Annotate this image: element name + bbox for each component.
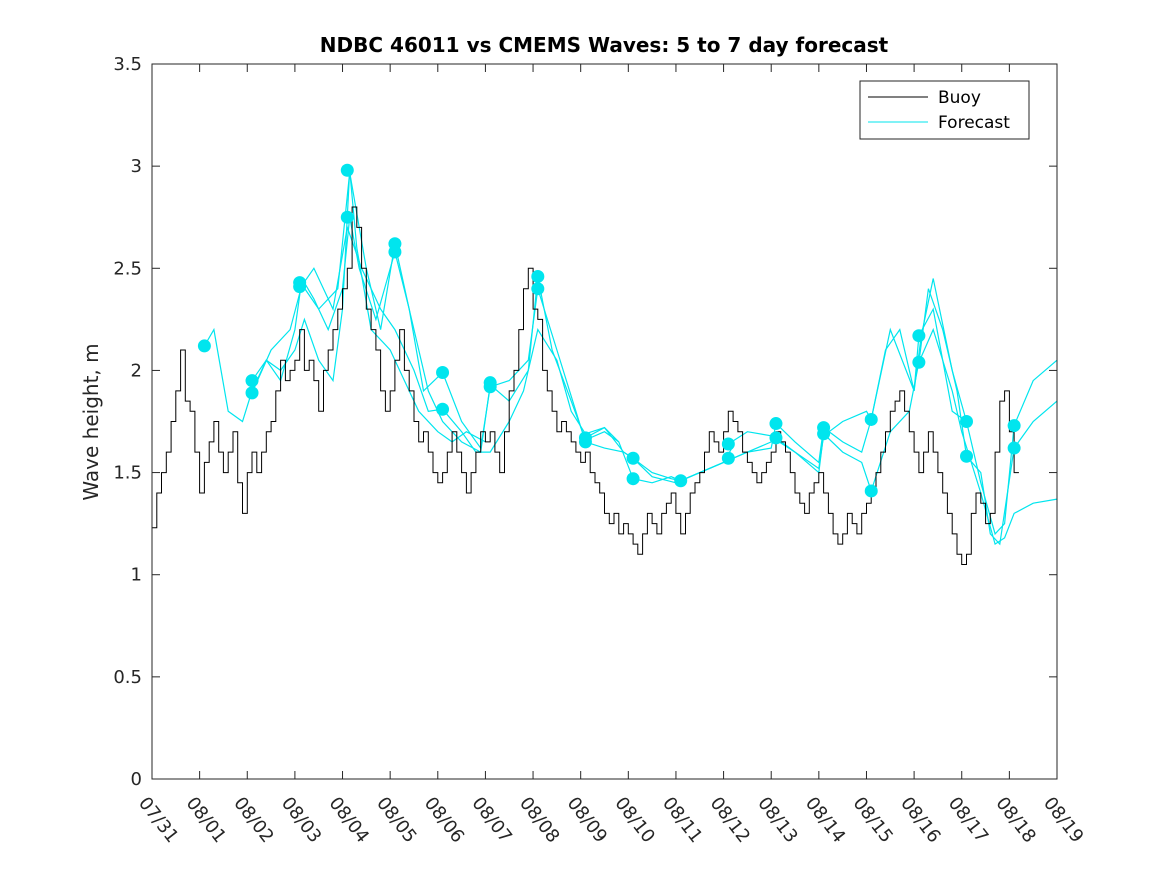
forecast-start-marker — [1007, 441, 1021, 455]
legend-label-buoy: Buoy — [938, 88, 981, 108]
x-tick-label: 08/10 — [610, 793, 658, 847]
x-tick-label: 08/14 — [801, 793, 849, 847]
forecast-line — [251, 172, 734, 484]
forecast-start-marker — [769, 417, 783, 431]
y-tick-label: 3.5 — [113, 54, 142, 75]
legend-label-forecast: Forecast — [938, 113, 1010, 133]
forecast-start-marker — [245, 374, 259, 388]
forecast-start-marker — [436, 402, 450, 416]
x-tick-label: 08/16 — [896, 793, 944, 847]
x-tick-label: 08/18 — [991, 793, 1039, 847]
chart-title: NDBC 46011 vs CMEMS Waves: 5 to 7 day fo… — [320, 33, 889, 57]
x-tick-label: 08/02 — [229, 793, 277, 847]
plot-frame — [151, 63, 1058, 780]
y-tick-label: 1 — [131, 565, 142, 586]
forecast-start-marker — [531, 282, 545, 296]
y-tick-label: 1.5 — [113, 463, 142, 484]
forecast-line — [727, 278, 1058, 536]
y-tick-label: 2.5 — [113, 258, 142, 279]
x-tick-label: 08/13 — [753, 793, 801, 847]
forecast-start-marker — [578, 435, 592, 449]
x-tick-label: 08/03 — [277, 793, 325, 847]
forecast-start-marker — [626, 472, 640, 486]
forecast-start-marker — [388, 245, 402, 259]
y-tick-label: 0 — [131, 769, 142, 790]
x-tick-label: 08/07 — [467, 793, 515, 847]
forecast-start-marker — [340, 210, 354, 224]
x-tick-label: 08/08 — [515, 793, 563, 847]
forecast-start-marker — [197, 339, 211, 353]
forecast-start-marker — [912, 355, 926, 369]
x-tick-label: 08/15 — [849, 793, 897, 847]
x-tick-label: 08/01 — [182, 793, 230, 847]
y-tick-label: 2 — [131, 360, 142, 381]
y-tick-label: 0.5 — [113, 667, 142, 688]
forecast-start-marker — [293, 280, 307, 294]
forecast-line — [918, 327, 1058, 546]
x-tick-label: 08/05 — [372, 793, 420, 847]
forecast-start-marker — [245, 386, 259, 400]
x-tick-label: 08/17 — [944, 793, 992, 847]
buoy-line — [152, 206, 1019, 565]
x-tick-label: 08/04 — [325, 793, 373, 847]
forecast-start-marker — [864, 412, 878, 426]
forecast-start-marker — [912, 329, 926, 343]
x-tick-label: 08/09 — [563, 793, 611, 847]
forecast-start-marker — [531, 269, 545, 283]
legend: Buoy Forecast — [859, 80, 1030, 140]
forecast-line — [585, 288, 1058, 546]
forecast-start-marker — [864, 484, 878, 498]
x-tick-label: 07/31 — [134, 793, 182, 847]
forecast-start-marker — [769, 431, 783, 445]
legend-box — [859, 80, 1030, 140]
forecast-start-marker — [674, 474, 688, 488]
x-tick-label: 08/12 — [706, 793, 754, 847]
forecast-line — [251, 217, 620, 454]
forecast-start-marker — [960, 415, 973, 428]
forecast-start-marker — [626, 451, 640, 465]
forecast-start-marker — [340, 163, 354, 177]
x-tick-label: 08/06 — [420, 793, 468, 847]
forecast-start-marker — [721, 451, 735, 465]
y-tick-label: 3 — [131, 156, 142, 177]
forecast-start-marker — [436, 365, 450, 379]
forecast-line — [203, 170, 486, 443]
x-tick-label: 08/11 — [658, 793, 706, 847]
forecast-start-marker — [960, 449, 973, 463]
forecast-start-marker — [721, 437, 735, 451]
forecast-start-marker — [483, 380, 497, 394]
y-axis-label: Wave height, m — [79, 343, 103, 500]
forecast-start-marker — [1007, 419, 1021, 433]
forecast-start-marker — [817, 427, 831, 441]
x-tick-label: 08/19 — [1039, 793, 1087, 847]
